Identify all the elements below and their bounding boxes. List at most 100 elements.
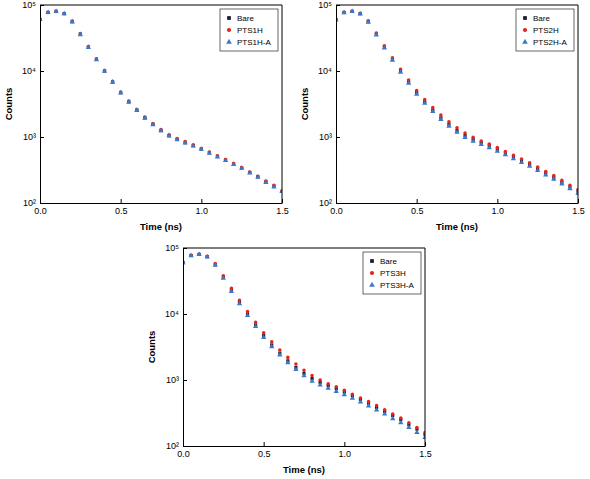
data-point [78, 32, 83, 37]
tick: 0.5 [258, 442, 271, 459]
data-point [270, 340, 274, 344]
data-point [326, 385, 331, 390]
legend-label: Bare [237, 14, 254, 23]
data-point [414, 429, 419, 434]
data-point [309, 378, 314, 383]
x-axis: 0.00.51.01.5 [177, 442, 432, 459]
data-point [167, 133, 171, 137]
data-point [414, 91, 419, 96]
tick: 0.5 [411, 199, 424, 216]
data-point [191, 143, 196, 148]
data-point [261, 334, 266, 339]
tick-label: 10⁴ [318, 66, 332, 76]
data-point [439, 113, 443, 117]
legend-label: PTS2H-A [533, 38, 567, 47]
tick-label: 0.5 [115, 206, 128, 216]
data-point [70, 19, 75, 24]
legend-marker [523, 28, 527, 32]
data-point [438, 116, 443, 121]
data-point [382, 45, 387, 50]
data-point [199, 146, 204, 151]
tick: 1.5 [276, 199, 289, 216]
data-point [232, 162, 236, 166]
data-point [262, 331, 266, 335]
tick-label: 10² [23, 198, 36, 208]
legend-label: Bare [533, 14, 550, 23]
data-point [216, 154, 220, 158]
tick: 1.0 [196, 199, 209, 216]
plot-area [183, 252, 425, 439]
tick-label: 10³ [23, 132, 36, 142]
tick: 10³ [166, 375, 187, 385]
tick: 10⁴ [165, 309, 187, 319]
tick: 1.5 [572, 199, 585, 216]
data-point [301, 373, 306, 378]
y-axis-title: Counts [299, 88, 310, 121]
data-point [422, 100, 427, 105]
tick-mark [40, 5, 44, 6]
tick: 1.0 [492, 199, 505, 216]
tick-label: 0.0 [330, 206, 343, 216]
tick: 10⁴ [318, 66, 340, 76]
data-point [277, 352, 282, 357]
axis-line [336, 6, 337, 204]
plot-area [40, 9, 282, 194]
series [183, 253, 425, 436]
legend-label: PTS1H [237, 26, 263, 35]
tick-label: 10⁴ [22, 66, 36, 76]
y-axis: 10²10³10⁴10⁵ [318, 0, 340, 208]
data-point [240, 166, 244, 170]
data-point [382, 411, 387, 416]
data-point [527, 163, 532, 168]
tick-mark [282, 199, 283, 203]
tick-mark [40, 71, 44, 72]
tick: 10² [319, 198, 340, 208]
data-point [318, 382, 323, 387]
data-point [142, 115, 147, 120]
legend-marker [522, 39, 528, 44]
legend: BarePTS2HPTS2H-A [516, 9, 574, 51]
data-point [54, 9, 59, 14]
frame [578, 5, 579, 203]
x-axis-title: Time (ns) [283, 464, 325, 475]
tick: 10⁵ [165, 243, 187, 253]
data-point [127, 99, 131, 103]
x-axis-title: Time (ns) [436, 221, 478, 232]
data-point [495, 148, 500, 153]
tick-label: 1.5 [419, 449, 432, 459]
tick-mark [40, 137, 44, 138]
data-point [245, 312, 250, 317]
data-point [374, 407, 379, 412]
data-point [237, 301, 242, 306]
tick: 1.0 [339, 442, 352, 459]
data-point [62, 12, 66, 16]
data-point [334, 388, 339, 393]
data-point [398, 69, 403, 74]
data-point [103, 69, 107, 73]
tick: 10⁴ [22, 66, 44, 76]
tick-label: 10² [166, 441, 179, 451]
data-point [224, 158, 228, 162]
data-point [255, 174, 260, 179]
data-point [471, 138, 476, 143]
tick: 10² [166, 441, 187, 451]
data-point [134, 107, 139, 112]
data-point [350, 395, 355, 400]
axis-line [337, 203, 579, 204]
data-point [271, 184, 276, 189]
data-point [399, 416, 403, 420]
series [40, 10, 282, 194]
frame [336, 5, 578, 6]
tick: 1.5 [419, 442, 432, 459]
data-point [87, 45, 91, 49]
data-point [278, 348, 282, 352]
data-point [254, 320, 258, 324]
data-point [342, 11, 346, 15]
tick: 10³ [23, 132, 44, 142]
chart-panel: 0.0 0.5 1.0 1.5 10²10³10⁴10⁵ Time (ns) Counts B… [299, 0, 585, 232]
x-axis: 0.00.51.01.5 [34, 199, 289, 216]
data-point [286, 356, 290, 360]
data-point [293, 367, 298, 372]
data-point [535, 168, 540, 173]
data-point [205, 254, 209, 258]
